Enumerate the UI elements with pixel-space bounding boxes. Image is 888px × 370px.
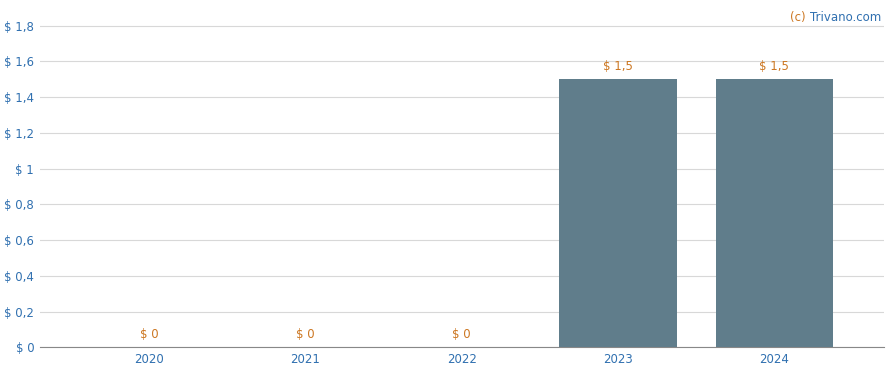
Text: Trivano.com: Trivano.com [810,11,881,24]
Text: $ 0: $ 0 [453,328,472,341]
Bar [559,79,677,347]
Text: (c): (c) [790,11,810,24]
Text: $ 1,5: $ 1,5 [603,60,633,73]
Bar [716,79,833,347]
Text: $ 0: $ 0 [139,328,158,341]
Text: $ 0: $ 0 [297,328,314,341]
Text: $ 1,5: $ 1,5 [759,60,789,73]
